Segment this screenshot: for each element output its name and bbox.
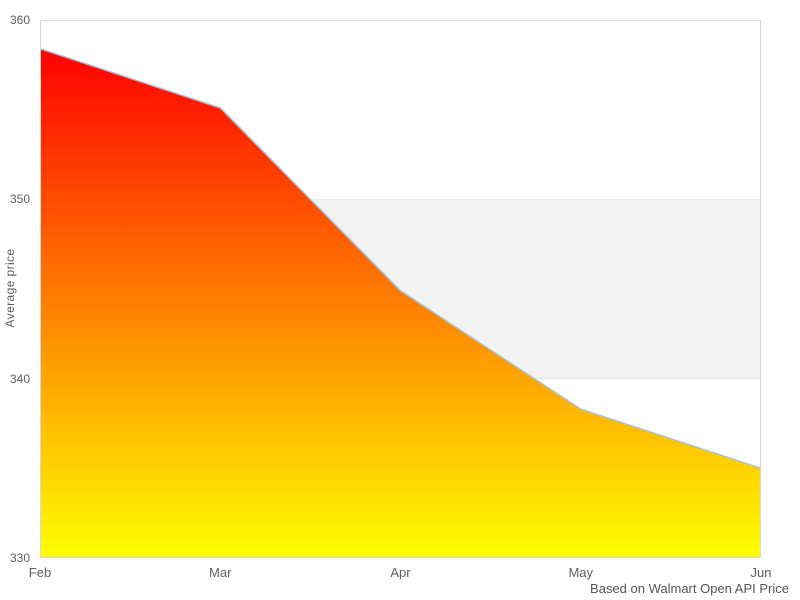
plot-border: [40, 20, 761, 558]
x-tick-label: Jun: [750, 565, 772, 580]
price-line-series: [39, 47, 762, 470]
x-tick-label: Feb: [28, 565, 52, 580]
y-tick-label: 340: [9, 371, 30, 386]
x-tick-label: Apr: [390, 565, 411, 580]
y-tick-label: 330: [9, 551, 30, 565]
chart-caption: Based on Walmart Open API Price: [590, 581, 789, 596]
y-tick-label: 360: [9, 13, 30, 27]
x-tick-label: Mar: [209, 565, 232, 580]
y-axis-title: Average price: [3, 248, 17, 328]
x-tick-label: May: [568, 565, 594, 580]
price-area-series: [40, 48, 761, 558]
y-tick-label: 350: [9, 192, 30, 207]
